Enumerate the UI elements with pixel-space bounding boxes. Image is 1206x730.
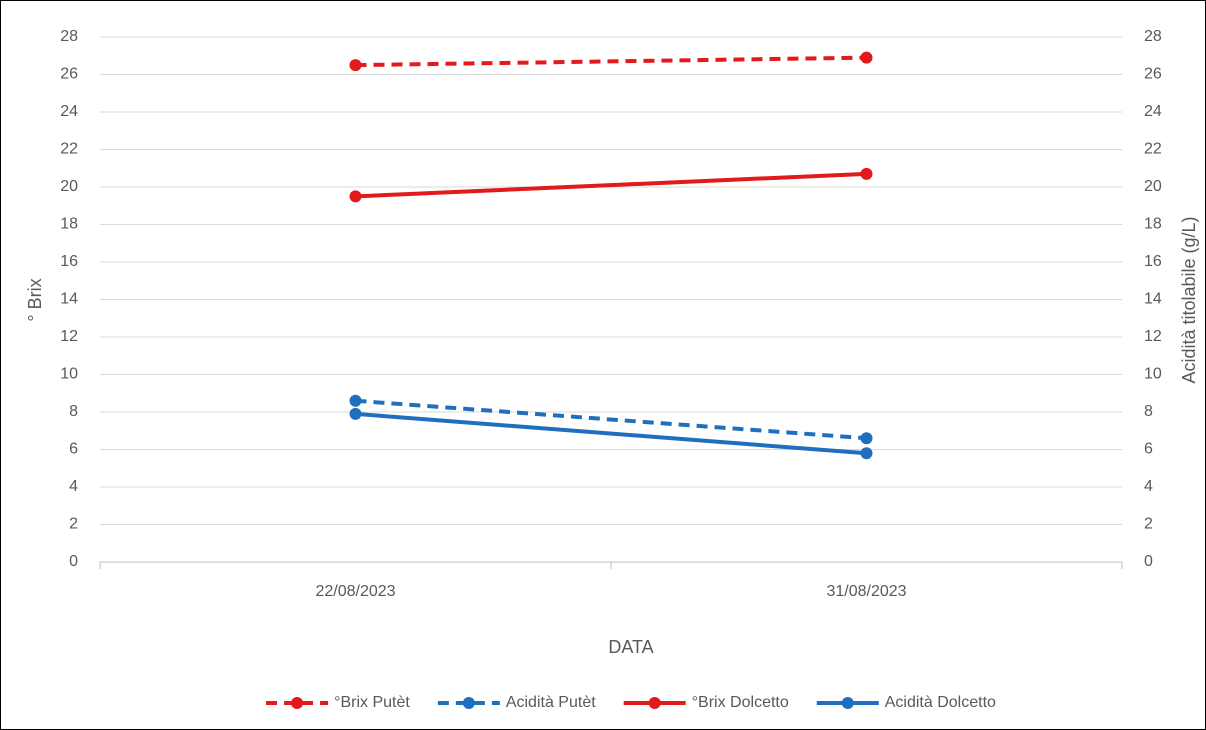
point [860,51,873,64]
legend-label: Acidità Dolcetto [885,694,996,711]
x-tick-label: 22/08/2023 [315,583,395,600]
y-tick-label: 14 [60,291,78,308]
y2-tick-label: 8 [1144,403,1153,420]
legend-marker [648,697,661,709]
y2-tick-label: 12 [1144,328,1162,345]
legend-marker [291,697,304,709]
y-tick-label: 8 [69,403,78,420]
y-tick-label: 20 [60,178,78,195]
y2-tick-label: 0 [1144,553,1153,570]
legend-label: Acidità Putèt [506,694,596,711]
point [349,190,362,203]
y2-tick-label: 4 [1144,478,1153,495]
series-line [355,55,867,68]
y-tick-label: 28 [60,28,78,45]
x-tick-label: 31/08/2023 [826,583,906,600]
point [860,167,873,180]
y2-tick-label: 16 [1144,253,1162,270]
y-axis-label: ° Brix [25,278,45,321]
point [349,59,362,72]
y-tick-label: 18 [60,216,78,233]
y2-tick-label: 10 [1144,366,1162,383]
point [860,447,873,460]
y2-tick-label: 6 [1144,441,1153,458]
y-tick-label: 16 [60,253,78,270]
y2-axis-label: Acidità titolabile (g/L) [1179,216,1199,383]
point [860,432,873,445]
y-tick-label: 6 [69,441,78,458]
series-line [355,171,867,199]
y-tick-label: 0 [69,553,78,570]
legend-label: °Brix Putèt [334,694,410,711]
legend-marker [462,697,475,709]
y2-tick-label: 24 [1144,103,1162,120]
y-tick-label: 4 [69,478,78,495]
y2-tick-label: 28 [1144,28,1162,45]
y-tick-label: 2 [69,516,78,533]
y2-tick-label: 26 [1144,66,1162,83]
y-tick-label: 24 [60,103,78,120]
x-axis-label: DATA [608,637,653,657]
y2-tick-label: 14 [1144,291,1162,308]
y2-tick-label: 2 [1144,516,1153,533]
y2-tick-label: 18 [1144,216,1162,233]
point [349,394,362,407]
legend-label: °Brix Dolcetto [692,694,789,711]
y-tick-label: 10 [60,366,78,383]
y-tick-label: 26 [60,66,78,83]
point [349,407,362,420]
y2-tick-label: 22 [1144,141,1162,158]
legend-marker [841,697,854,709]
series-line [355,398,867,441]
y2-tick-label: 20 [1144,178,1162,195]
y-tick-label: 22 [60,141,78,158]
series-line [355,411,867,456]
y-tick-label: 12 [60,328,78,345]
